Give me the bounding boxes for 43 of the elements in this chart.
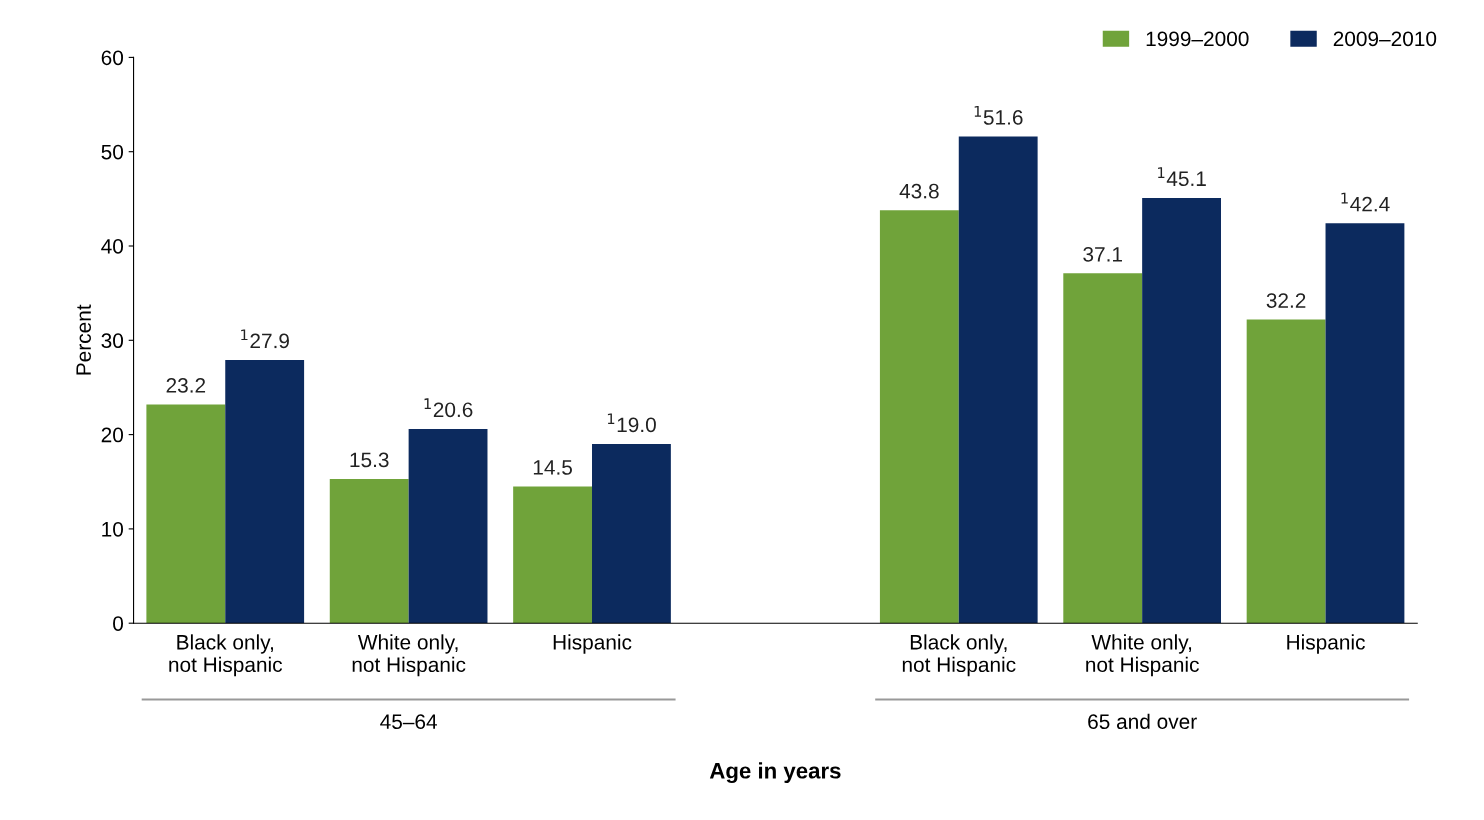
y-tick-label: 40 bbox=[101, 239, 124, 254]
data-label: $^{1}$27.9 bbox=[241, 329, 289, 349]
x-tick-label: Hispanic bbox=[1287, 634, 1365, 654]
bar bbox=[592, 444, 671, 624]
legend-label: 1999–2000 bbox=[1146, 31, 1249, 47]
bar bbox=[513, 486, 593, 624]
data-label: $^{1}$19.0 bbox=[607, 413, 656, 433]
data-label: 15.3 bbox=[350, 452, 389, 468]
data-label: 32.2 bbox=[1266, 293, 1306, 308]
y-tick-label: 50 bbox=[101, 144, 124, 160]
y-tick-label: 60 bbox=[101, 50, 124, 66]
bar bbox=[1063, 273, 1143, 624]
x-tick-label: Hispanic bbox=[553, 634, 632, 654]
x-tick-label: White only, not Hispanic bbox=[352, 634, 466, 677]
bar bbox=[1142, 197, 1221, 624]
x-tick-label: White only, not Hispanic bbox=[1086, 634, 1199, 677]
bar bbox=[879, 210, 959, 624]
data-label: 14.5 bbox=[533, 460, 572, 475]
x-tick-label: Black only, not Hispanic bbox=[902, 634, 1016, 677]
data-label: 23.2 bbox=[166, 378, 206, 393]
y-tick-label: 10 bbox=[102, 521, 124, 537]
y-tick-label: 0 bbox=[113, 616, 124, 631]
y-tick-label: 30 bbox=[101, 333, 124, 349]
legend-label: 2009–2010 bbox=[1333, 31, 1437, 47]
x-axis-title: Age in years bbox=[709, 762, 841, 784]
data-label: $^{1}$20.6 bbox=[424, 398, 473, 418]
x-tick-label: Black only, not Hispanic bbox=[169, 634, 283, 677]
y-tick-label: 20 bbox=[101, 427, 124, 443]
bar bbox=[329, 478, 409, 624]
data-label: $^{1}$42.4 bbox=[1341, 192, 1390, 212]
bar bbox=[225, 360, 305, 624]
data-label: 37.1 bbox=[1083, 246, 1122, 262]
text: 65 and over bbox=[1088, 713, 1197, 730]
bar bbox=[146, 404, 226, 624]
data-label: $^{1}$45.1 bbox=[1158, 167, 1206, 187]
bar bbox=[1325, 223, 1405, 624]
bar bbox=[958, 136, 1038, 624]
bar bbox=[1246, 319, 1326, 624]
text: 45–64 bbox=[380, 714, 437, 730]
bar bbox=[408, 428, 488, 624]
data-label: 43.8 bbox=[899, 183, 939, 199]
y-axis-title: Percent bbox=[76, 304, 91, 375]
data-label: $^{1}$51.6 bbox=[974, 106, 1023, 125]
